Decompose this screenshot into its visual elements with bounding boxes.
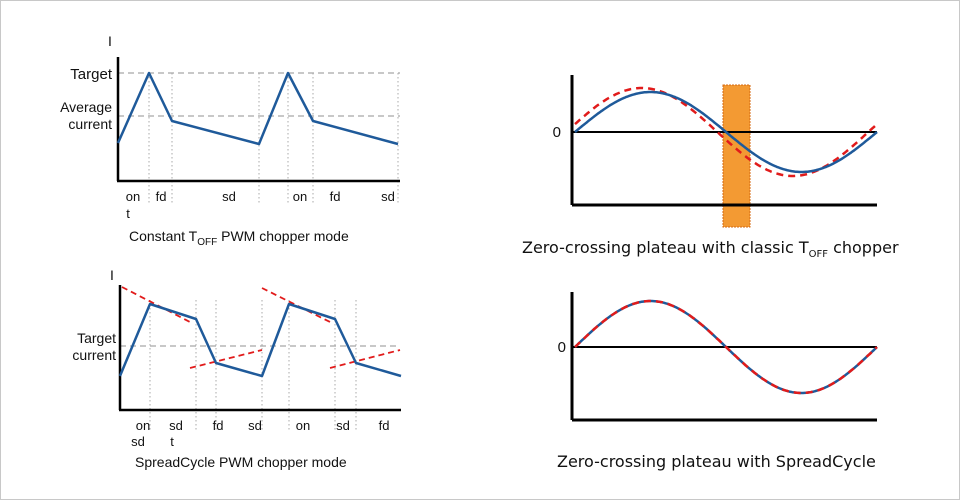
target-current-label-line2: current [72, 347, 116, 363]
phase-label: sd [222, 189, 236, 204]
current-waveform [118, 302, 402, 378]
slope-reference [329, 349, 401, 369]
phase-label: sd [169, 418, 183, 433]
zero-label: 0 [553, 124, 561, 141]
phase-label: t [170, 434, 174, 449]
target-current-label-line1: Target [77, 330, 116, 346]
spreadcycle-zero-crossing-panel: 0 Zero-crossing plateau with SpreadCycle [557, 292, 878, 471]
target-label: Target [70, 66, 113, 83]
zero-label: 0 [558, 339, 566, 356]
phase-label: on [293, 189, 307, 204]
slope-reference [189, 349, 263, 369]
phase-label: sd [381, 189, 395, 204]
phase-label: t [126, 206, 130, 221]
phase-label: on [136, 418, 150, 433]
constant-toff-caption: Constant TOFF PWM chopper mode [129, 228, 349, 248]
phase-label: fd [379, 418, 390, 433]
phase-label: fd [213, 418, 224, 433]
y-axis-label: I [108, 33, 112, 49]
classic-toff-zero-crossing-panel: 0 Zero-crossing plateau with classic TOF… [522, 75, 899, 260]
phase-label: sd [248, 418, 262, 433]
spreadcycle-panel: I Target current on sd sd t fd sd on sd … [72, 267, 402, 470]
y-axis-label: I [110, 267, 114, 283]
spreadcycle-caption: SpreadCycle PWM chopper mode [135, 454, 347, 470]
phase-label: sd [131, 434, 145, 449]
phase-label: on [296, 418, 310, 433]
phase-label: fd [156, 189, 167, 204]
phase-label: on [126, 189, 140, 204]
classic-toff-caption: Zero-crossing plateau with classic TOFF … [522, 238, 899, 260]
average-label-line1: Average [60, 99, 112, 115]
spreadcycle-caption: Zero-crossing plateau with SpreadCycle [557, 452, 876, 471]
phase-label: fd [330, 189, 341, 204]
actual-current-waveform [574, 90, 878, 174]
slope-reference [261, 287, 331, 323]
phase-label: sd [336, 418, 350, 433]
current-waveform [116, 71, 399, 146]
slope-reference [121, 286, 191, 323]
reference-sine [574, 299, 878, 395]
constant-toff-panel: I Target Average current on t fd sd on f… [60, 33, 400, 248]
average-label-line2: current [68, 116, 112, 132]
